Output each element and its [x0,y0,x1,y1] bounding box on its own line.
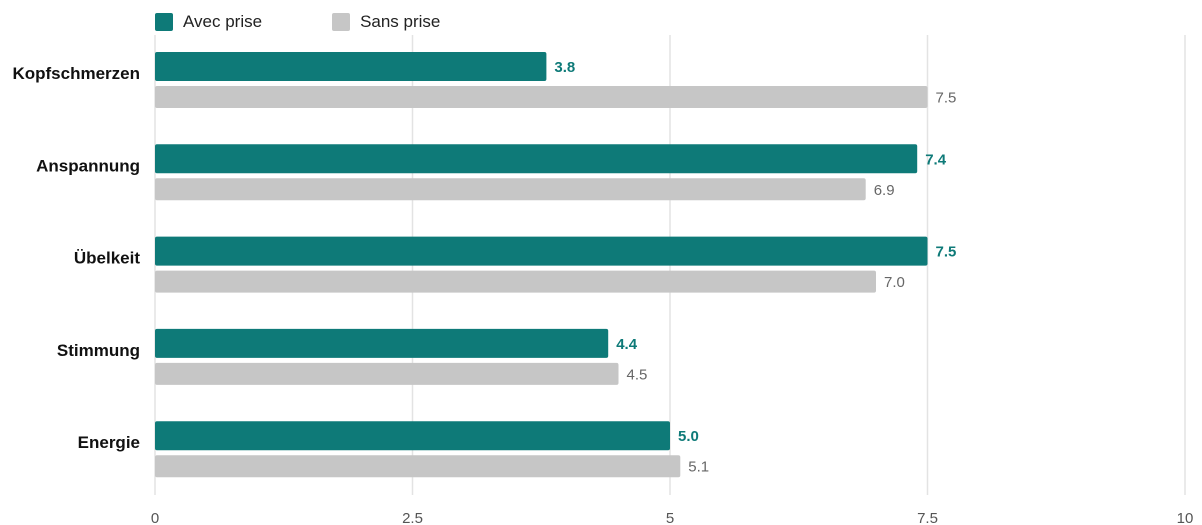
data-label: 4.5 [627,366,648,383]
data-label: 7.4 [925,151,947,168]
bar-avec-prise [155,52,547,81]
bar-avec-prise [155,236,928,266]
x-tick-label: 5 [666,510,674,525]
data-label: 3.8 [554,59,575,76]
category-label: Energie [78,433,140,452]
bar-sans-prise [155,86,928,108]
legend-swatch-sans-prise [332,13,351,31]
legend-item-avec-prise: Avec prise [155,12,262,32]
bar-avec-prise [155,421,670,451]
category-label: Kopfschmerzen [12,64,140,83]
bar-sans-prise [155,455,681,478]
data-label: 7.5 [936,90,957,107]
data-label: 4.4 [616,336,638,353]
data-label: 5.0 [678,428,699,445]
x-tick-label: 0 [151,510,159,525]
data-label: 7.5 [936,244,957,261]
bar-avec-prise [155,144,918,174]
legend: Avec prise Sans prise [155,12,510,32]
data-label: 7.0 [884,274,905,291]
legend-label-sans-prise: Sans prise [360,12,441,31]
category-label: Anspannung [36,156,140,175]
category-label: Stimmung [57,341,140,360]
data-label: 5.1 [688,459,709,476]
bar-avec-prise [155,328,609,358]
category-label: Übelkeit [74,249,140,268]
legend-item-sans-prise: Sans prise [332,12,440,32]
x-tick-label: 10 [1177,510,1194,525]
legend-label-avec-prise: Avec prise [183,12,263,31]
x-tick-label: 2.5 [402,510,423,525]
data-label: 6.9 [874,182,895,199]
bar-sans-prise [155,270,876,293]
bar-sans-prise [155,362,619,385]
legend-swatch-avec-prise [155,13,173,31]
x-tick-label: 7.5 [917,510,938,525]
bar-sans-prise [155,178,866,201]
